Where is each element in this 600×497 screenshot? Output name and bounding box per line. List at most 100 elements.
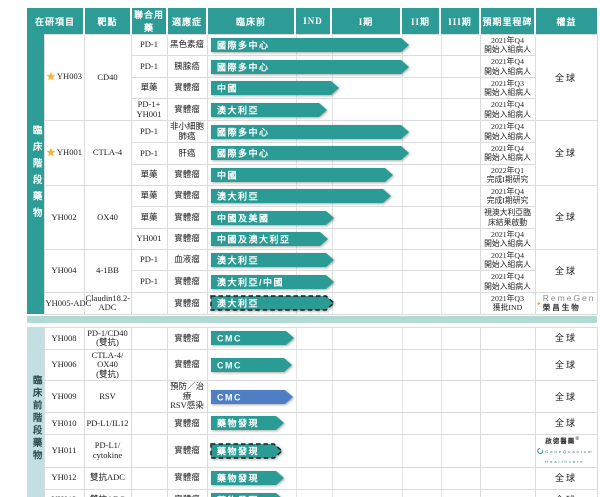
indication-cell: 實體瘤 bbox=[166, 291, 208, 315]
combo-cell: 單藥 bbox=[130, 76, 168, 100]
timeline-cell: 澳大利亞 bbox=[206, 98, 481, 122]
indication-cell: 血液瘤 bbox=[166, 249, 208, 272]
indication-cell: 實體瘤 bbox=[166, 76, 208, 100]
project-name: YH002 bbox=[51, 211, 77, 222]
indication-cell: 實體瘤 bbox=[166, 98, 208, 122]
target-cell: 4-1BB bbox=[83, 249, 132, 293]
combo-cell bbox=[130, 433, 168, 468]
target-cell: 雙抗ADC bbox=[83, 488, 132, 497]
svg-text:國際多中心: 國際多中心 bbox=[217, 126, 270, 137]
timeline-bar: 國際多中心 bbox=[210, 58, 411, 75]
pipeline-row: YH009 RSV 預防／治療 RSV感染 CMC 全球 bbox=[27, 380, 598, 413]
timeline-bar: 國際多中心 bbox=[210, 123, 411, 140]
indication-cell: 實體瘤 bbox=[166, 227, 208, 251]
genequantum-logo-reg: ® bbox=[575, 435, 581, 442]
rights-cell: 全球 bbox=[534, 411, 598, 435]
timeline-bar: 藥物發現 bbox=[210, 415, 286, 432]
remegen-logo-name: RemeGen bbox=[542, 292, 596, 303]
timeline-bar: 藥物發現 bbox=[209, 442, 284, 459]
combo-cell: PD-1 bbox=[130, 270, 168, 293]
target-cell: OX40 bbox=[83, 184, 132, 251]
project-cell: YH012 bbox=[43, 466, 85, 490]
svg-text:藥物發現: 藥物發現 bbox=[216, 473, 259, 484]
svg-text:中國及美國: 中國及美國 bbox=[217, 212, 270, 223]
pipeline-row: 單藥 實體瘤 中國 2021年Q3 開始入組病人 bbox=[27, 76, 597, 100]
rights-cell: RemeGen 榮昌生物 bbox=[534, 291, 598, 315]
indication-cell: 實體瘤 bbox=[166, 326, 208, 350]
svg-text:中國: 中國 bbox=[217, 169, 238, 180]
svg-text:國際多中心: 國際多中心 bbox=[217, 40, 270, 51]
milestone-cell bbox=[479, 348, 536, 382]
indication-cell: 實體瘤 bbox=[166, 466, 208, 490]
pipeline-row: YH004 4-1BB PD-1 血液瘤 澳大利亞 2021年Q4 開始入組病人… bbox=[27, 249, 598, 293]
combo-cell: PD-1 bbox=[130, 142, 168, 165]
header-col-preclinical: 臨床前 bbox=[206, 8, 296, 35]
header-row: 在研項目 靶點 聯合用藥 適應症 臨床前 IND I期 II期 III期 預期里… bbox=[27, 8, 598, 35]
svg-text:CMC: CMC bbox=[217, 392, 242, 402]
header-col-project: 在研項目 bbox=[27, 8, 85, 35]
milestone-cell: 2021年Q4 開始入組病人 bbox=[479, 227, 536, 251]
remegen-logo: RemeGen 榮昌生物 bbox=[536, 292, 596, 313]
project-name: YH004 bbox=[51, 265, 77, 276]
timeline-cell: 國際多中心 bbox=[206, 120, 481, 144]
target-cell: RSV bbox=[83, 380, 132, 413]
genequantum-logo-sub: GeneQuantum Healthcare bbox=[545, 448, 594, 464]
svg-text:中國: 中國 bbox=[217, 82, 238, 93]
combo-cell: 單藥 bbox=[130, 163, 168, 186]
timeline-cell: 中國及澳大利亞 bbox=[206, 227, 481, 251]
target-cell: 雙抗ADC bbox=[83, 466, 132, 490]
genequantum-logo-cname: 啟德醫藥 bbox=[545, 437, 576, 445]
header-col-indication: 適應症 bbox=[166, 8, 208, 35]
milestone-cell: 2021年Q4 開始入組病人 bbox=[479, 142, 536, 165]
milestone-cell: 2021年Q4 完成I期研究 bbox=[479, 184, 536, 208]
timeline-bar: CMC bbox=[210, 388, 295, 405]
header-col-phase2: II期 bbox=[400, 8, 441, 35]
header-col-ind: IND bbox=[294, 8, 332, 35]
timeline-bar: 中國及澳大利亞 bbox=[210, 230, 330, 247]
milestone-cell: 視澳大利亞臨床結果啟動 bbox=[479, 206, 536, 229]
header-col-milestone: 預期里程碑 bbox=[479, 8, 536, 35]
pipeline-row: YH013 雙抗ADC 實體瘤 藥物發現 全球 bbox=[27, 488, 598, 497]
timeline-bar: 中國及美國 bbox=[210, 209, 336, 226]
timeline-bar: 澳大利亞 bbox=[210, 188, 393, 205]
milestone-cell: 2021年Q4 開始入組病人 bbox=[479, 270, 536, 293]
svg-text:澳大利亞: 澳大利亞 bbox=[217, 191, 259, 202]
pipeline-row: YH012 雙抗ADC 實體瘤 藥物發現 全球 bbox=[27, 466, 598, 490]
genequantum-logo-icon bbox=[536, 447, 543, 454]
timeline-cell: 藥物發現 bbox=[206, 488, 481, 497]
timeline-cell: 中國 bbox=[206, 76, 481, 100]
pipeline-row: YH005-ADC Claudin18.2-ADC 實體瘤 澳大利亞 2021年… bbox=[27, 291, 598, 315]
svg-text:國際多中心: 國際多中心 bbox=[217, 61, 270, 72]
timeline-bar: 藥物發現 bbox=[210, 470, 286, 487]
rights-cell: 全球 bbox=[534, 33, 598, 122]
milestone-cell bbox=[479, 488, 536, 497]
pipeline-row: ★YH001 CTLA-4 PD-1 非小細胞 肺癌 國際多中心 2021年Q4… bbox=[27, 120, 598, 186]
milestone-cell bbox=[479, 433, 536, 468]
svg-text:澳大利亞: 澳大利亞 bbox=[217, 104, 259, 115]
milestone-cell: 2021年Q4 開始入組病人 bbox=[479, 33, 536, 57]
header-col-combo: 聯合用藥 bbox=[130, 8, 168, 35]
pipeline-row: PD-1+ YH001 實體瘤 澳大利亞 2021年Q4 開始入組病人 bbox=[27, 98, 597, 122]
target-cell: PD-L1/IL12 bbox=[83, 411, 132, 435]
section-strip bbox=[27, 315, 597, 323]
target-cell: CD40 bbox=[83, 33, 132, 122]
genequantum-logo: 啟德醫藥® GeneQuantum Healthcare bbox=[536, 435, 596, 466]
svg-text:澳大利亞: 澳大利亞 bbox=[217, 255, 259, 266]
timeline-cell: 藥物發現 bbox=[206, 433, 481, 468]
header-col-phase1: I期 bbox=[330, 8, 402, 35]
indication-cell: 胰腺癌 bbox=[166, 55, 208, 78]
milestone-cell: 2021年Q4 開始入組病人 bbox=[479, 249, 536, 272]
svg-text:國際多中心: 國際多中心 bbox=[217, 148, 270, 159]
pipeline-row: YH002 OX40 單藥 實體瘤 澳大利亞 2021年Q4 完成I期研究 全球 bbox=[27, 184, 598, 251]
timeline-cell: CMC bbox=[206, 380, 481, 413]
timeline-cell: 澳大利亞 bbox=[206, 249, 481, 272]
pipeline-row: PD-1 肝癌 國際多中心 2021年Q4 開始入組病人 bbox=[27, 142, 597, 165]
indication-cell: 肝癌 bbox=[166, 142, 208, 165]
timeline-cell: 澳大利亞 bbox=[206, 184, 481, 208]
timeline-bar: 中國 bbox=[210, 166, 395, 183]
target-cell: PD-L1/ cytokine bbox=[83, 433, 132, 468]
clinical-pipeline-table: 在研項目 靶點 聯合用藥 適應症 臨床前 IND I期 II期 III期 預期里… bbox=[27, 8, 598, 315]
project-cell: ★YH003 bbox=[43, 33, 85, 122]
timeline-cell: 國際多中心 bbox=[206, 142, 481, 165]
